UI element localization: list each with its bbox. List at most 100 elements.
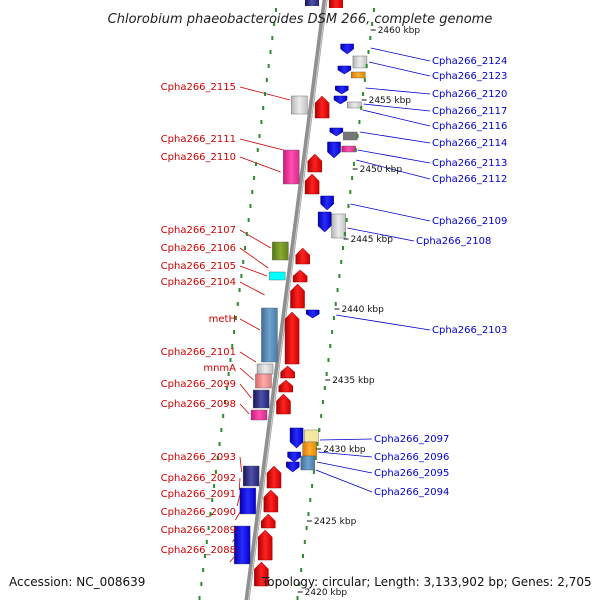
leader-line-left: [239, 456, 243, 473]
tick-dot: [205, 540, 208, 544]
gene-label-right: Cpha266_2114: [432, 138, 507, 149]
gene-label-left: mnmA: [203, 363, 236, 374]
reverse-gene-arrow: [327, 141, 341, 159]
tick-dot: [320, 414, 323, 418]
reverse-gene-box: [352, 55, 368, 69]
leader-line-right: [356, 159, 431, 180]
tick-dot: [340, 260, 343, 264]
tick-dot: [207, 526, 210, 530]
tick-dot: [269, 50, 272, 54]
forward-gene-arrow: [278, 379, 294, 393]
tick-dot: [273, 22, 276, 26]
tick-dot: [296, 596, 299, 600]
gene-label-right: Cpha266_2124: [432, 56, 507, 67]
reverse-gene-arrow: [335, 85, 349, 95]
tick-dot: [222, 414, 225, 418]
gene-label-right: Cpha266_2117: [432, 106, 507, 117]
tick-dot: [309, 498, 312, 502]
tick-dot: [264, 92, 267, 96]
reverse-gene-box: [343, 131, 358, 141]
tick-dot: [365, 64, 368, 68]
tick-dot: [322, 400, 324, 404]
gene-box: [239, 487, 257, 515]
kbp-label: 2460 kbp: [378, 26, 421, 36]
tick-dot: [262, 106, 265, 110]
reverse-gene-box: [347, 101, 362, 109]
kbp-label: 2440 kbp: [341, 305, 384, 315]
leader-line-right: [350, 203, 431, 222]
tick-dot: [301, 554, 304, 558]
tick-dot: [351, 176, 354, 180]
tick-dot: [371, 22, 374, 26]
forward-gene-arrow: [276, 393, 291, 415]
leader-line-left: [239, 318, 261, 331]
tick-dot: [274, 8, 277, 12]
leader-line-right: [318, 451, 373, 458]
forward-gene-arrow: [295, 247, 310, 265]
tick-dot: [200, 582, 203, 586]
leader-line-left: [239, 247, 269, 269]
leader-line-right: [357, 149, 431, 164]
tick-dot: [356, 134, 359, 138]
leader-line-right: [370, 47, 431, 62]
tick-dot: [360, 106, 363, 110]
leader-line-left: [239, 265, 268, 277]
forward-gene-arrow: [307, 153, 323, 173]
tick-dot: [236, 302, 239, 306]
gene-box: [283, 149, 300, 185]
leader-line-right: [368, 61, 431, 77]
tick-dot: [242, 260, 245, 264]
tick-dot: [253, 176, 256, 180]
tick-dot: [203, 554, 206, 558]
gene-label-right: Cpha266_2095: [374, 468, 449, 479]
forward-gene-arrow: [257, 529, 273, 561]
tick-dot: [325, 372, 328, 376]
gene-label-right: Cpha266_2112: [432, 174, 507, 185]
gene-label-right: Cpha266_2108: [416, 236, 491, 247]
leader-line-left: [235, 511, 241, 521]
tick-dot: [314, 456, 317, 460]
gene-box: [233, 525, 251, 565]
tick-dot: [334, 302, 337, 306]
tick-dot: [245, 232, 248, 236]
tick-dot: [225, 386, 228, 390]
tick-dot: [298, 582, 301, 586]
gene-label-left: Cpha266_2115: [161, 82, 236, 93]
gene-label-right: Cpha266_2094: [374, 487, 449, 498]
tick-dot: [247, 218, 250, 222]
tick-dot: [327, 358, 330, 362]
genome-summary: Topology: circular; Length: 3,133,902 bp…: [261, 575, 592, 589]
gene-label-right: Cpha266_2113: [432, 158, 507, 169]
gene-label-left: Cpha266_2104: [161, 277, 236, 288]
forward-gene-arrow: [314, 95, 330, 119]
tick-dot: [244, 246, 247, 250]
scale-ticks: [198, 8, 375, 600]
leader-line-right: [316, 461, 373, 474]
tick-dot: [300, 568, 303, 572]
leader-line-right: [315, 469, 373, 493]
gene-label-right: Cpha266_2097: [374, 434, 449, 445]
kbp-label: 2445 kbp: [351, 235, 394, 245]
tick-dot: [318, 428, 321, 432]
reverse-gene-box: [341, 145, 356, 153]
tick-dot: [323, 386, 326, 390]
gene-label-left: Cpha266_2091: [161, 489, 236, 500]
gene-label-right: Cpha266_2120: [432, 89, 507, 100]
gene-label-left: Cpha266_2093: [161, 452, 236, 463]
forward-gene-arrow: [284, 311, 300, 365]
gene-box: [242, 465, 260, 487]
tick-dot: [342, 246, 345, 250]
tick-dot: [303, 540, 306, 544]
gene-box: [255, 373, 272, 389]
chromosome-backbone-highlight: [247, 0, 328, 600]
kbp-labels: 2460 kbp 2455 kbp 2450 kbp 2445 kbp 2440 kbp…: [297, 26, 421, 598]
tick-dot: [220, 428, 223, 432]
gene-label-right: Cpha266_2123: [432, 71, 507, 82]
tick-dot: [343, 232, 346, 236]
reverse-gene-arrow: [333, 95, 348, 105]
tick-dot: [338, 274, 341, 278]
tick-dot: [271, 36, 274, 40]
leader-line-left: [238, 477, 241, 491]
forward-gene-arrow: [280, 365, 295, 379]
forward-gene-arrow: [290, 283, 305, 309]
